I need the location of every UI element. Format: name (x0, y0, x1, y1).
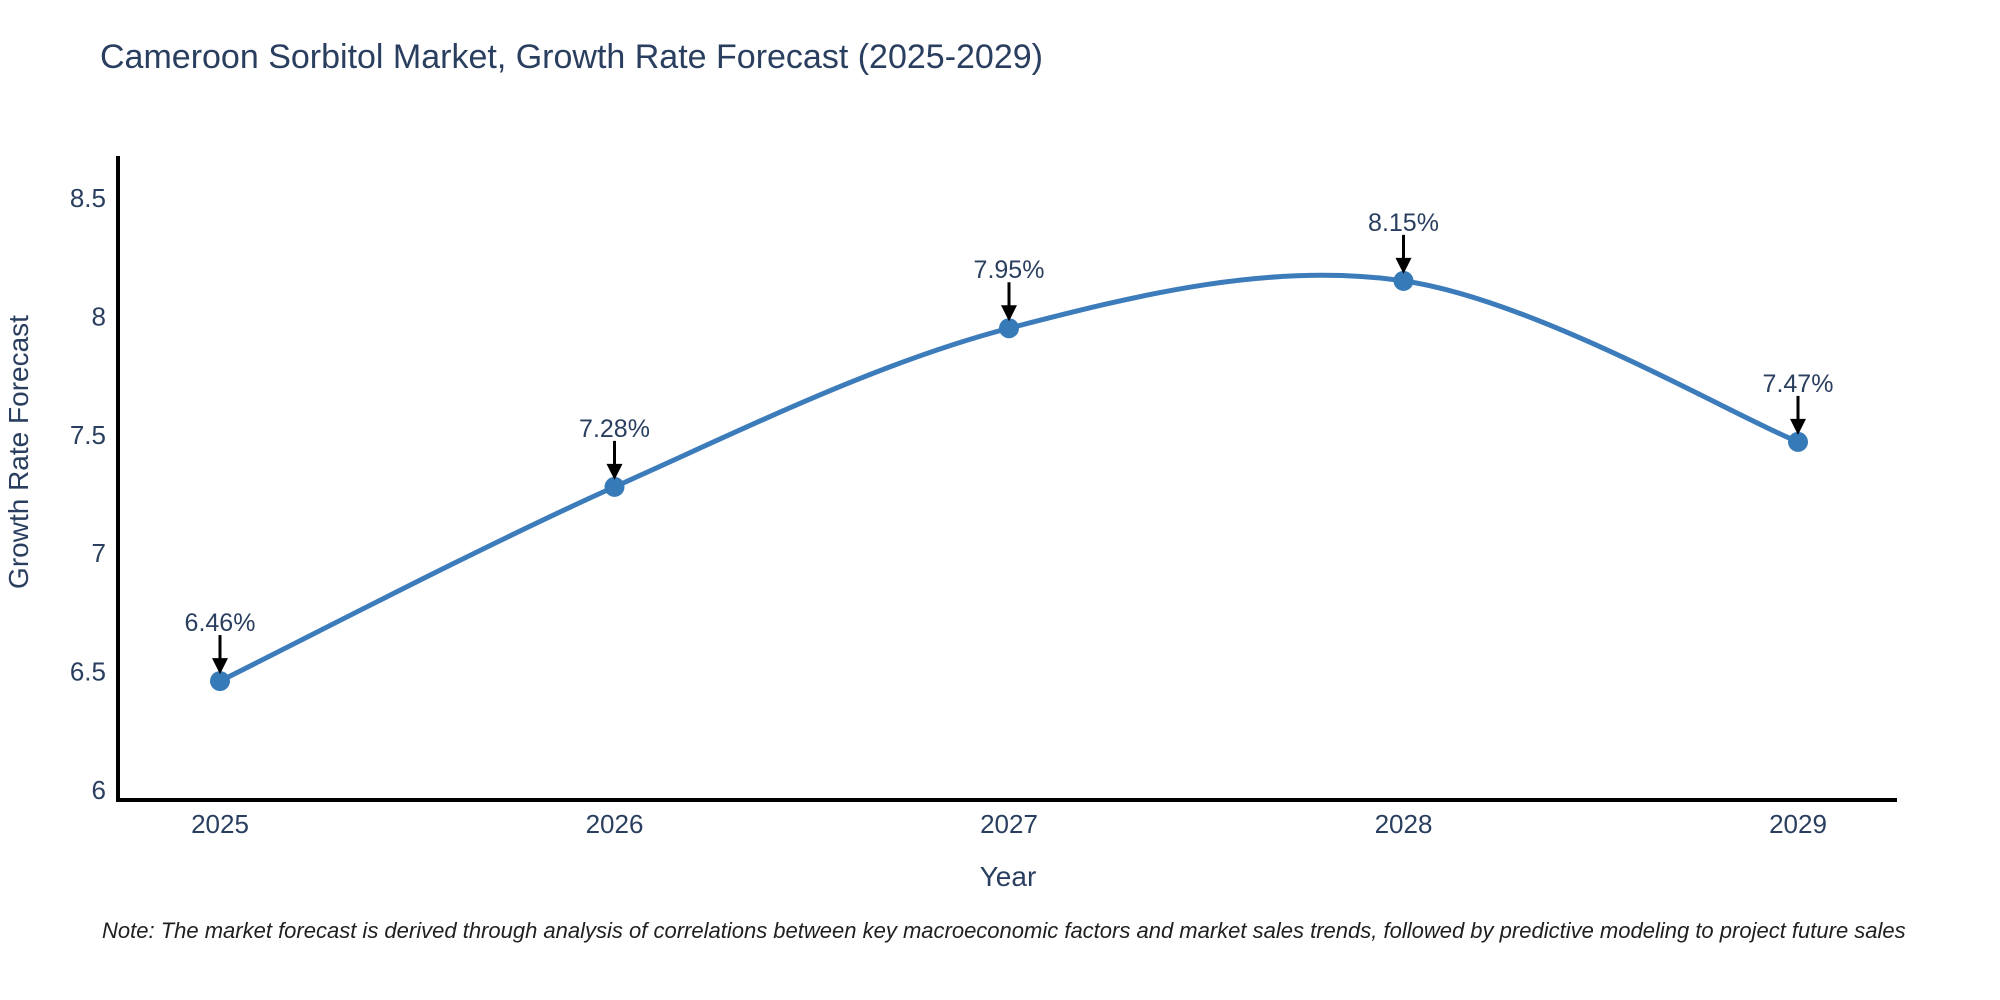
data-point-2025 (210, 671, 230, 692)
data-point-2028 (1393, 270, 1414, 291)
y-tick-label: 7 (92, 538, 106, 568)
x-tick-label: 2026 (586, 809, 644, 839)
annotation-arrowhead-2025 (212, 658, 228, 675)
annotation-label-2029: 7.47% (1763, 370, 1834, 398)
y-tick-label: 6.5 (70, 657, 106, 687)
y-axis-title: Growth Rate Forecast (3, 315, 34, 589)
annotation-arrowhead-2026 (606, 463, 623, 480)
annotation-label-2025: 6.46% (185, 609, 256, 637)
x-axis-title: Year (980, 861, 1037, 892)
y-tick-label: 6 (92, 775, 106, 805)
annotation-label-2026: 7.28% (579, 415, 650, 443)
x-tick-label: 2028 (1375, 809, 1433, 839)
annotation-label-2027: 7.95% (974, 256, 1045, 284)
y-tick-label: 7.5 (70, 420, 106, 450)
annotation-arrowhead-2029 (1790, 418, 1806, 435)
annotation-arrowhead-2027 (1001, 305, 1017, 322)
footnote: Note: The market forecast is derived thr… (102, 918, 1906, 943)
x-tick-label: 2025 (191, 809, 249, 839)
chart-title: Cameroon Sorbitol Market, Growth Rate Fo… (100, 38, 1043, 76)
annotation-label-2028: 8.15% (1368, 209, 1439, 237)
data-point-2026 (604, 476, 625, 497)
y-tick-label: 8 (92, 301, 106, 331)
x-tick-label: 2029 (1769, 809, 1827, 839)
annotation-arrowhead-2028 (1395, 257, 1412, 274)
x-tick-label: 2027 (980, 809, 1038, 839)
data-point-2029 (1788, 431, 1808, 452)
y-tick-label: 8.5 (70, 183, 106, 213)
data-point-2027 (999, 318, 1019, 339)
